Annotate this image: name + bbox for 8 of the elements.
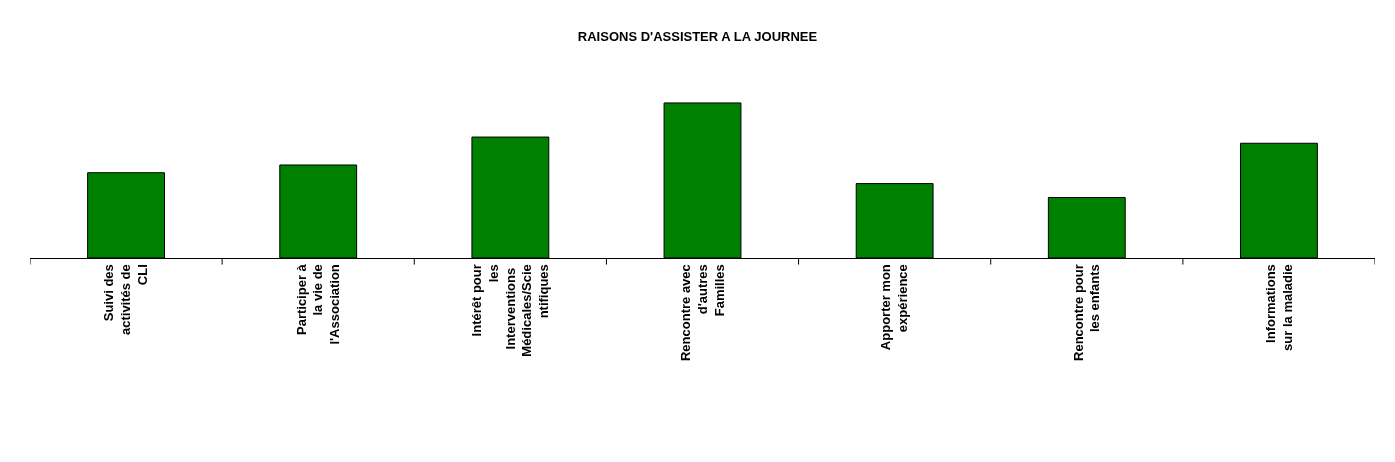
x-tick-label: Participer à la vie de l'Association	[293, 263, 343, 345]
x-tick-label: Rencontre pour les enfants	[1070, 264, 1103, 361]
x-tick-label: Intérêt pour les Interventions Médicales/Scientifiques	[468, 264, 552, 357]
chart-title: RAISONS D'ASSISTER A LA JOURNEE	[577, 29, 818, 45]
x-tick-label: Rencontre avec d'autres Familles	[677, 264, 727, 362]
x-tick-label: Apporter mon expérience	[878, 264, 911, 351]
x-tick-label: Informations sur la maladie	[1262, 264, 1295, 351]
x-tick-label: Suivi des activités de CLI	[101, 264, 151, 336]
